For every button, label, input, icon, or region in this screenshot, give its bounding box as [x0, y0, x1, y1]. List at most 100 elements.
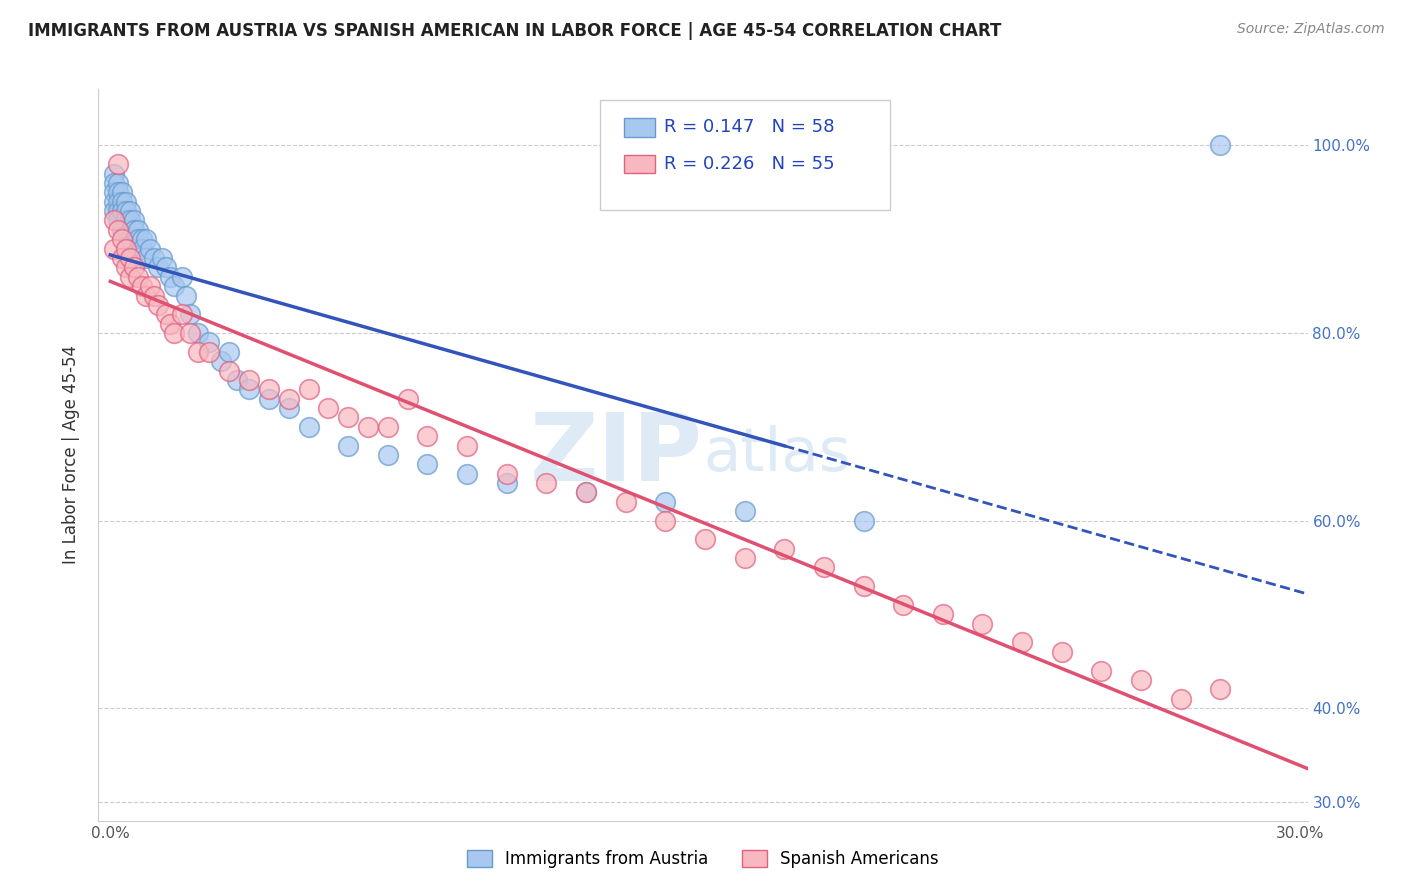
FancyBboxPatch shape [624, 155, 655, 173]
Point [139, 279, 162, 293]
Point [614, 495, 637, 509]
Point [972, 616, 994, 631]
Point [135, 251, 157, 265]
Point [852, 579, 875, 593]
Point [198, 335, 221, 350]
Point [122, 260, 145, 275]
Point [122, 213, 145, 227]
Y-axis label: In Labor Force | Age 45-54: In Labor Force | Age 45-54 [62, 345, 80, 565]
Point [159, 269, 181, 284]
Point [456, 438, 478, 452]
Point [238, 382, 260, 396]
Point [198, 344, 221, 359]
Point [103, 194, 125, 209]
Point [120, 269, 142, 284]
Point [127, 269, 149, 284]
FancyBboxPatch shape [624, 119, 655, 136]
Point [416, 458, 439, 472]
Point [111, 251, 134, 265]
Point [150, 251, 173, 265]
Point [852, 514, 875, 528]
Point [139, 242, 162, 256]
Point [142, 288, 165, 302]
Point [1050, 645, 1073, 659]
Point [115, 260, 138, 275]
Point [107, 213, 129, 227]
Point [163, 326, 186, 340]
Point [135, 232, 157, 246]
Point [186, 344, 208, 359]
Point [103, 186, 125, 200]
Point [891, 598, 914, 612]
Point [297, 382, 319, 396]
Point [107, 204, 129, 219]
Point [103, 204, 125, 219]
Point [111, 204, 134, 219]
Point [1170, 691, 1192, 706]
Point [174, 288, 197, 302]
Point [115, 194, 138, 209]
Point [120, 251, 142, 265]
Point [575, 485, 598, 500]
Point [120, 204, 142, 219]
Point [357, 419, 380, 434]
Point [115, 223, 138, 237]
Point [337, 438, 360, 452]
Point [179, 307, 201, 321]
Point [111, 186, 134, 200]
Point [238, 373, 260, 387]
Point [1209, 682, 1232, 697]
Point [107, 176, 129, 190]
Point [257, 382, 280, 396]
Point [163, 279, 186, 293]
Point [146, 260, 169, 275]
Text: R = 0.147   N = 58: R = 0.147 N = 58 [664, 119, 835, 136]
FancyBboxPatch shape [600, 100, 890, 210]
Point [734, 551, 756, 566]
Point [456, 467, 478, 481]
Point [1209, 138, 1232, 153]
Point [103, 176, 125, 190]
Point [120, 232, 142, 246]
Legend: Immigrants from Austria, Spanish Americans: Immigrants from Austria, Spanish America… [460, 843, 946, 875]
Point [297, 419, 319, 434]
Point [277, 392, 299, 406]
Point [103, 213, 125, 227]
Point [159, 317, 181, 331]
Point [734, 504, 756, 518]
Point [170, 307, 193, 321]
Point [495, 467, 517, 481]
Point [226, 373, 249, 387]
Point [396, 392, 419, 406]
Point [127, 232, 149, 246]
Point [155, 260, 177, 275]
Point [107, 194, 129, 209]
Point [277, 401, 299, 415]
Text: IMMIGRANTS FROM AUSTRIA VS SPANISH AMERICAN IN LABOR FORCE | AGE 45-54 CORRELATI: IMMIGRANTS FROM AUSTRIA VS SPANISH AMERI… [28, 22, 1001, 40]
Point [495, 476, 517, 491]
Text: ZIP: ZIP [530, 409, 703, 501]
Point [135, 288, 157, 302]
Point [773, 541, 796, 556]
Point [536, 476, 558, 491]
Point [111, 223, 134, 237]
Point [218, 363, 240, 377]
Text: Source: ZipAtlas.com: Source: ZipAtlas.com [1237, 22, 1385, 37]
Point [142, 251, 165, 265]
Point [131, 279, 153, 293]
Point [115, 204, 138, 219]
Point [813, 560, 835, 574]
Point [1090, 664, 1112, 678]
Point [107, 186, 129, 200]
Point [318, 401, 340, 415]
Point [120, 213, 142, 227]
Point [122, 223, 145, 237]
Point [155, 307, 177, 321]
Point [218, 344, 240, 359]
Point [115, 213, 138, 227]
Point [170, 269, 193, 284]
Text: R = 0.226   N = 55: R = 0.226 N = 55 [664, 155, 835, 173]
Point [179, 326, 201, 340]
Point [1011, 635, 1033, 649]
Point [654, 495, 676, 509]
